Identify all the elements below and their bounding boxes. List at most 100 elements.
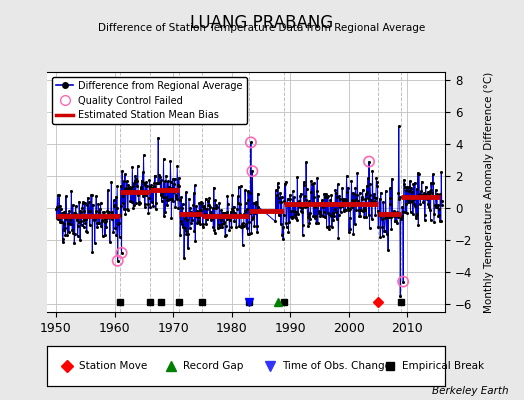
Point (97, 222, 105, 229)
Point (285, 202, 293, 208)
Point (194, 219, 203, 226)
Point (367, 202, 375, 208)
Point (155, 172, 163, 178)
Point (295, 202, 303, 209)
Point (221, 232, 229, 239)
Point (67, 188, 75, 194)
Point (125, 185, 133, 191)
Point (283, 202, 291, 208)
Point (214, 212, 222, 218)
Point (107, 216, 116, 222)
Point (412, 215, 421, 221)
Point (329, 210, 337, 216)
Point (95, 206, 104, 212)
Point (390, 212, 399, 219)
Point (249, 207, 257, 214)
Point (202, 221, 210, 227)
Point (211, 197, 220, 204)
Point (247, 230, 256, 236)
Point (85, 208, 94, 214)
Point (424, 204, 433, 210)
Point (208, 214, 216, 221)
Point (325, 223, 334, 229)
Point (420, 190, 428, 196)
Point (72, 210, 80, 217)
Point (88, 248, 96, 255)
Point (253, 223, 261, 230)
Point (228, 192, 236, 198)
Point (192, 207, 201, 214)
Point (384, 247, 392, 254)
Point (421, 184, 430, 190)
Point (336, 209, 345, 216)
Point (138, 189, 146, 195)
Point (193, 220, 201, 226)
Point (127, 185, 136, 191)
Point (322, 190, 330, 197)
Point (351, 221, 359, 227)
Point (300, 178, 308, 185)
Point (100, 216, 108, 222)
Point (342, 197, 350, 203)
Point (315, 209, 324, 215)
Point (192, 203, 201, 210)
Point (434, 202, 442, 208)
Text: Empirical Break: Empirical Break (401, 361, 484, 371)
Point (148, 185, 157, 192)
Point (354, 198, 362, 205)
Point (423, 193, 431, 200)
Point (79, 224, 88, 231)
Point (422, 196, 431, 202)
Point (180, 255, 188, 262)
Point (326, 200, 334, 206)
Point (344, 206, 353, 213)
Point (214, 225, 222, 232)
Point (381, 188, 390, 194)
Point (197, 207, 205, 214)
Point (384, 211, 392, 218)
Point (298, 209, 306, 215)
Point (166, 158, 174, 164)
Point (425, 191, 433, 197)
Point (350, 190, 358, 197)
Point (176, 232, 184, 238)
Point (121, 211, 129, 217)
Point (188, 210, 196, 217)
Legend: Difference from Regional Average, Quality Control Failed, Estimated Station Mean: Difference from Regional Average, Qualit… (52, 77, 247, 124)
Point (168, 196, 177, 203)
Point (133, 183, 141, 190)
Point (362, 213, 370, 220)
Point (187, 208, 195, 215)
Point (290, 208, 299, 214)
Point (309, 200, 317, 206)
Point (115, 220, 123, 226)
Point (157, 192, 165, 198)
Point (178, 201, 187, 207)
Point (89, 212, 97, 218)
Point (425, 207, 434, 213)
Point (310, 180, 318, 186)
Point (163, 197, 172, 203)
Point (178, 205, 187, 212)
Point (276, 189, 285, 196)
Point (407, 185, 415, 192)
Point (289, 214, 298, 221)
Point (280, 180, 289, 187)
Point (370, 198, 379, 204)
Point (417, 188, 425, 194)
Point (110, 202, 118, 209)
Point (204, 202, 213, 208)
Point (401, 201, 410, 207)
Point (107, 179, 115, 186)
Point (401, 209, 409, 215)
Point (438, 198, 446, 204)
Point (170, 180, 179, 187)
Point (371, 212, 379, 218)
Point (143, 182, 151, 189)
Point (74, 219, 83, 226)
Point (251, 206, 259, 213)
Point (113, 183, 122, 190)
Point (157, 177, 165, 183)
Point (408, 198, 416, 204)
Point (292, 215, 300, 221)
